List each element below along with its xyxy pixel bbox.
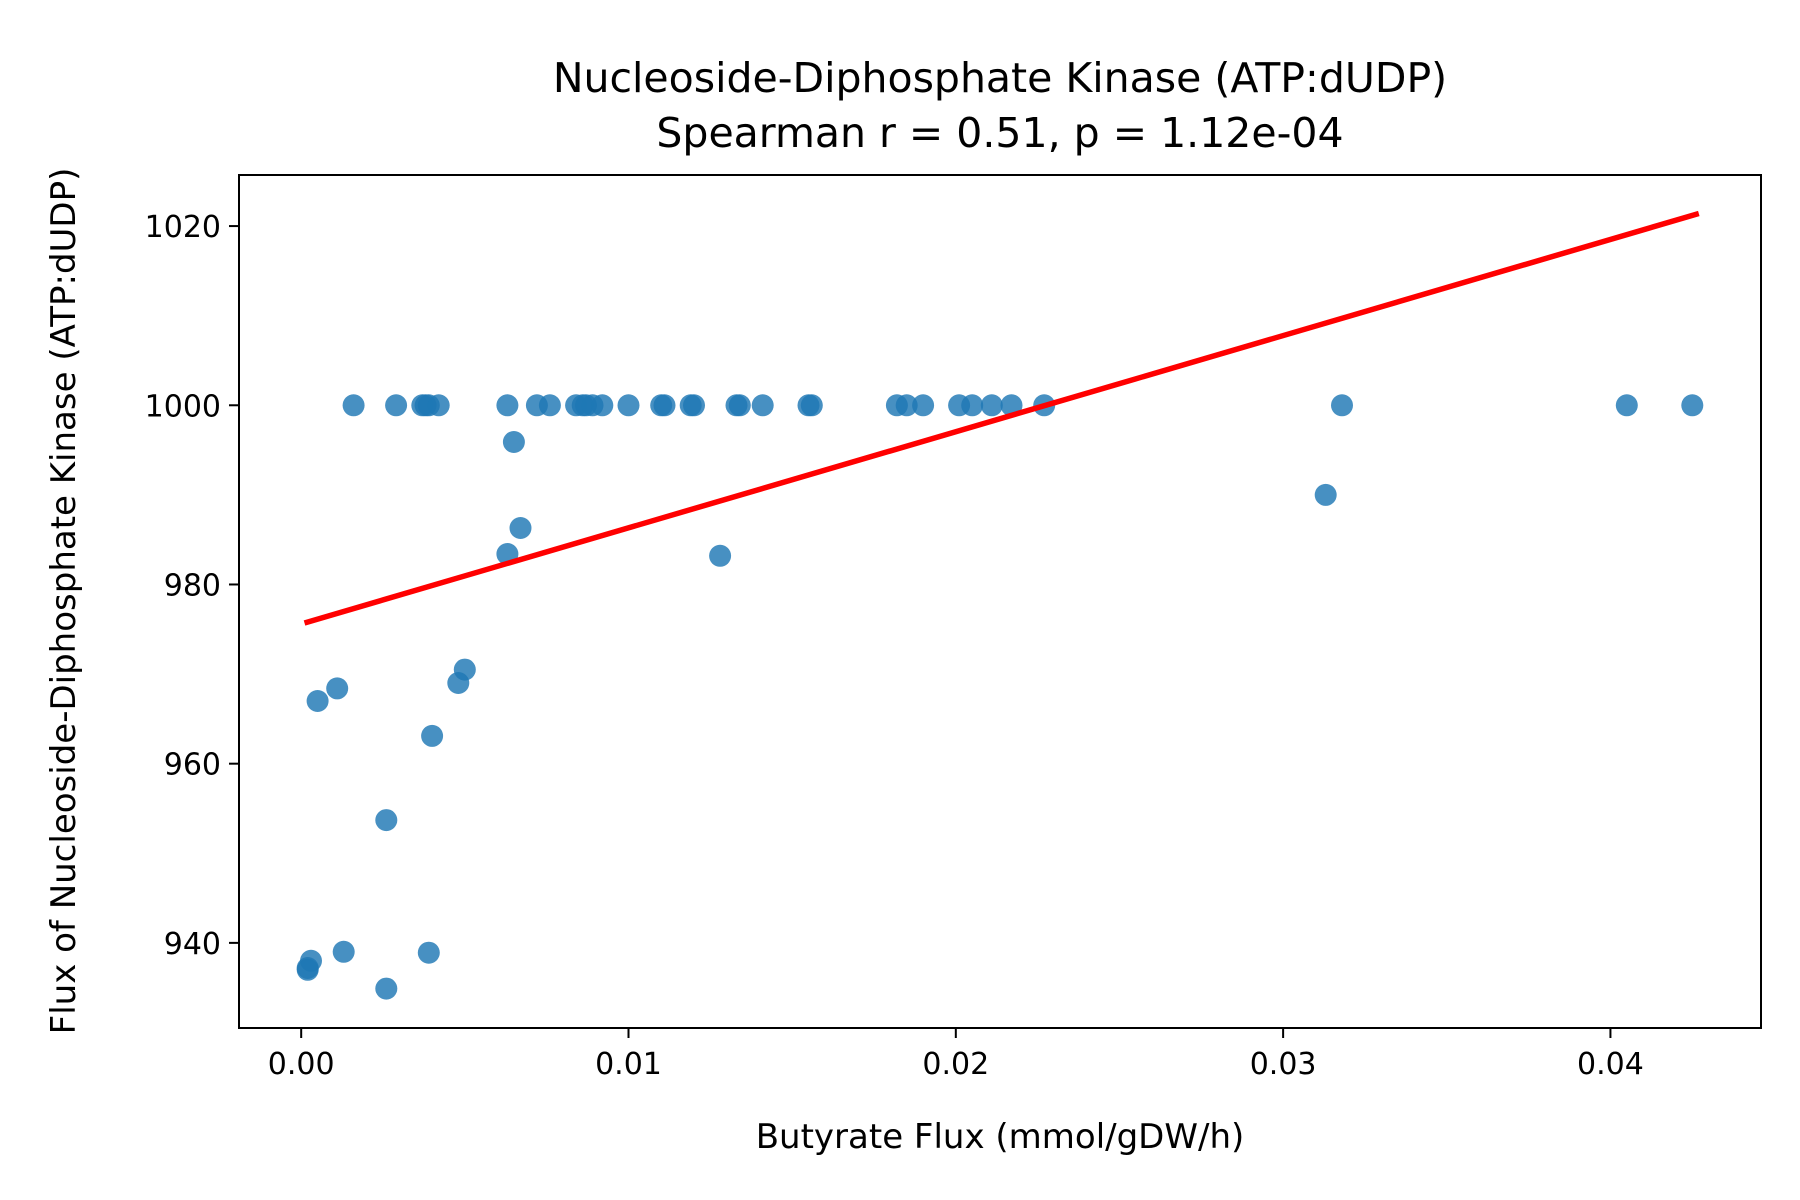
data-point (912, 394, 935, 417)
x-tick-label: 0.03 (1250, 1047, 1317, 1082)
data-point (496, 394, 519, 417)
data-point (683, 394, 705, 417)
data-point (385, 394, 408, 417)
data-point (375, 977, 398, 1000)
data-point (306, 690, 329, 712)
data-point (653, 394, 676, 417)
x-tick-label: 0.04 (1577, 1047, 1644, 1082)
data-point (447, 672, 470, 694)
data-point (326, 677, 349, 700)
data-point (1615, 394, 1638, 417)
data-point (332, 940, 355, 963)
data-point (980, 394, 1003, 417)
trend-line (303, 210, 1700, 626)
data-point (800, 394, 823, 417)
data-point (751, 394, 774, 417)
x-tick-label: 0.02 (922, 1047, 989, 1082)
data-point (502, 431, 525, 453)
data-point (591, 394, 614, 417)
data-point (709, 544, 732, 567)
data-point (961, 394, 984, 417)
chart-subtitle: Spearman r = 0.51, p = 1.12e-04 (656, 109, 1343, 157)
x-tick-label: 0.00 (268, 1047, 335, 1082)
y-tick-label: 1000 (145, 389, 221, 424)
y-tick-label: 1020 (145, 210, 221, 245)
x-tick-label: 0.01 (595, 1047, 662, 1082)
data-point (538, 394, 561, 417)
data-point (375, 809, 398, 832)
data-point (1331, 394, 1353, 417)
y-axis-ticks: 940 960 980 1000 1020 (145, 210, 239, 962)
chart-title: Nucleoside-Diphosphate Kinase (ATP:dUDP) (553, 54, 1447, 102)
data-point (421, 724, 444, 747)
plot-area (296, 210, 1704, 1000)
data-point (895, 394, 918, 417)
data-point (1314, 483, 1337, 506)
x-axis-label: Butyrate Flux (mmol/gDW/h) (756, 1117, 1245, 1157)
data-point (509, 517, 532, 539)
y-axis-label: Flux of Nucleoside-Diphosphate Kinase (A… (44, 168, 84, 1035)
data-point (1681, 394, 1704, 417)
data-point (296, 958, 319, 981)
data-point (1000, 394, 1023, 417)
plot-frame (238, 174, 1762, 1029)
y-tick-label: 980 (164, 568, 221, 603)
data-point (427, 394, 450, 417)
data-point (417, 941, 440, 964)
data-point (342, 394, 365, 417)
data-point (617, 394, 640, 417)
data-point (728, 394, 751, 417)
y-tick-label: 940 (164, 927, 221, 962)
x-axis-ticks: 0.00 0.01 0.02 0.03 0.04 (268, 1028, 1644, 1082)
y-tick-label: 960 (164, 748, 221, 783)
